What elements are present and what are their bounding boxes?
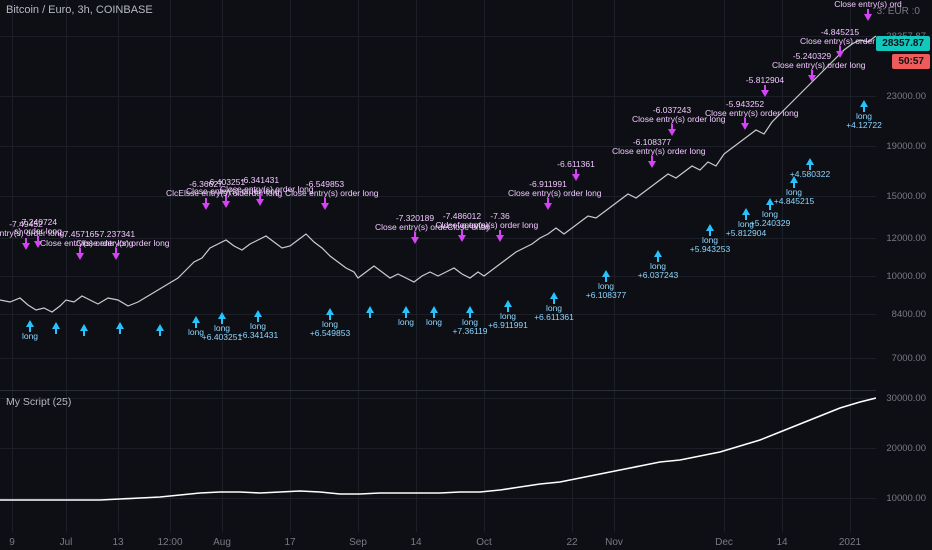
indicator-label: My Script (25) <box>6 396 71 408</box>
indicator-plot <box>0 0 876 550</box>
price-axis: 28357.8723000.0019000.0015000.0012000.00… <box>876 0 932 550</box>
corner-info: 3: EUR :0 <box>877 6 920 17</box>
time-axis: 9Jul1312:00Aug17Sep14Oct22NovDec142021 <box>0 532 876 550</box>
tradingview-chart[interactable]: Bitcoin / Euro, 3h, COINBASE 3: EUR :0 M… <box>0 0 932 550</box>
symbol-title: Bitcoin / Euro, 3h, COINBASE <box>6 4 153 16</box>
last-price-badge: 28357.87 <box>876 36 930 51</box>
countdown-badge: 50:57 <box>892 54 930 69</box>
